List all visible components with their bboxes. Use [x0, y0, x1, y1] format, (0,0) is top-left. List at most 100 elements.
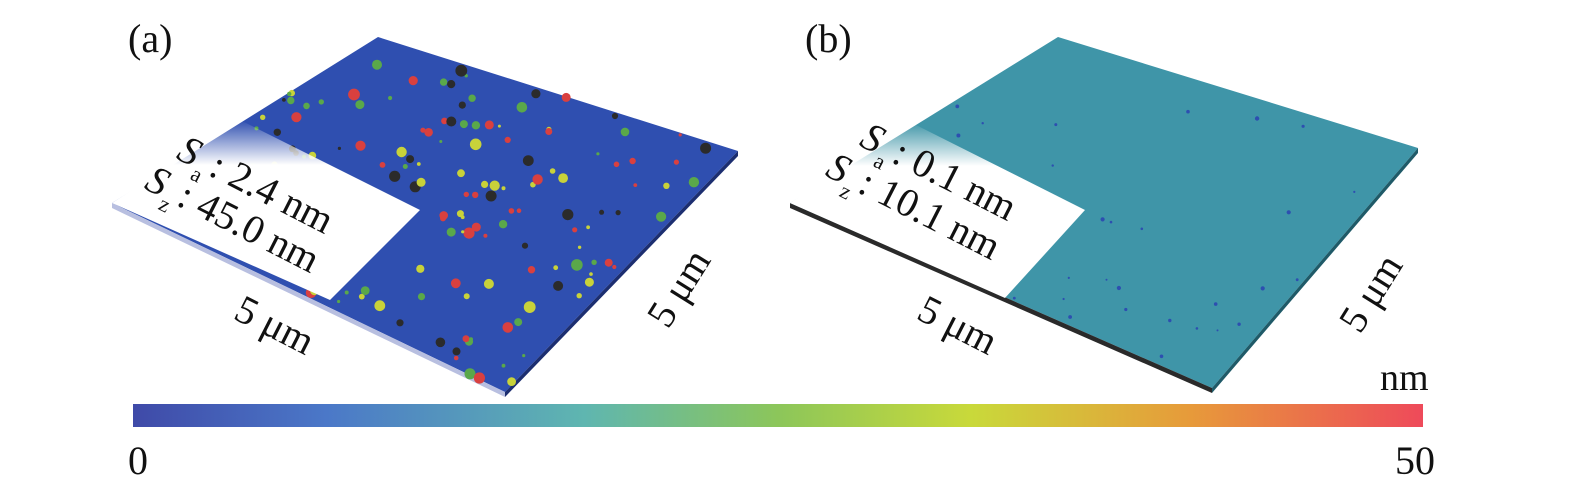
- panel-a-particle: [464, 368, 476, 380]
- panel-a-particle: [463, 293, 470, 300]
- panel-a-particle: [516, 208, 522, 213]
- panel-b-edge-right: [1212, 148, 1418, 393]
- panel-a-particle: [416, 162, 421, 166]
- panel-a-particle: [396, 146, 407, 158]
- panel-a-particle: [439, 78, 448, 86]
- panel-a-particle: [463, 191, 469, 198]
- panel-a-particle: [287, 91, 292, 97]
- panel-a-particle: [501, 186, 506, 191]
- panel-a-particle: [461, 230, 465, 234]
- panel-a-particle: [424, 128, 433, 137]
- panel-a-particle: [516, 102, 528, 113]
- panel-a-particle: [441, 117, 448, 125]
- panel-a-particle: [596, 152, 600, 156]
- panel-a-particle: [337, 146, 341, 150]
- panel-a-particle: [678, 133, 682, 137]
- panel-a-particle: [468, 94, 476, 102]
- panel-a-particle: [663, 182, 670, 189]
- panel-a-particle: [522, 155, 534, 167]
- panel-a-particle: [571, 259, 583, 271]
- panel-a-particle: [452, 347, 461, 356]
- panel-a-particle: [355, 100, 365, 110]
- panel-b-particle: [1124, 307, 1128, 312]
- panel-a-particle: [337, 299, 341, 304]
- panel-a-particle: [531, 89, 541, 99]
- panel-a-particle: [458, 101, 466, 109]
- panel-a-particle: [507, 377, 516, 386]
- panel-a-edge-right: [505, 151, 738, 397]
- panel-b-particle: [1116, 285, 1121, 291]
- panel-a-edge: [112, 203, 505, 397]
- panel-a-particle: [561, 92, 571, 102]
- panel-b-particle: [1012, 296, 1016, 300]
- panel-b-particle: [1100, 217, 1105, 222]
- panel-a-particle: [508, 208, 515, 214]
- panel-a-particle: [355, 140, 366, 151]
- panel-b-particle: [956, 133, 961, 138]
- panel-a-particle: [673, 159, 680, 165]
- panel-a-particle: [688, 177, 700, 188]
- panel-a-particle: [613, 161, 620, 168]
- panel-b-particle: [1109, 220, 1113, 224]
- panel-a-particle: [416, 264, 425, 273]
- panel-a-particle: [420, 127, 426, 133]
- panel-a-particle: [700, 142, 712, 154]
- panel-a-surface: [112, 37, 738, 392]
- panel-a-particle: [629, 157, 636, 165]
- panel-a-particle: [260, 114, 266, 121]
- panel-b-particle: [1216, 329, 1219, 332]
- panel-b-particle: [955, 104, 960, 109]
- panel-a-particle: [469, 138, 482, 151]
- panel-a-particle: [372, 59, 382, 70]
- panel-a-particle: [473, 372, 485, 384]
- panel-b: (b) S a : 0.1 nm S z : 10.1 nm 5 μm 5 μm: [790, 16, 1418, 393]
- panel-b-label: (b): [805, 16, 852, 61]
- panel-b-particle: [1213, 302, 1218, 306]
- panel-b-label-backdrop: [790, 122, 1085, 298]
- panel-a-particle: [447, 80, 456, 89]
- panel-a-particle: [287, 96, 295, 105]
- panel-b-edge: [790, 203, 1212, 393]
- panel-a-particle: [612, 264, 617, 270]
- panel-b-particle: [1237, 322, 1241, 326]
- panel-a-particle: [273, 128, 281, 136]
- panel-a-particle: [483, 233, 488, 238]
- panel-a-particle: [455, 64, 468, 77]
- panel-a-particle: [611, 112, 619, 120]
- panel-a-particle: [282, 98, 286, 102]
- panel-a-particle: [577, 245, 582, 249]
- panel-a-particle: [489, 180, 500, 191]
- panel-a-particle: [484, 120, 494, 130]
- panel-a-particle: [344, 290, 349, 295]
- panel-a-particle: [545, 128, 553, 135]
- colorbar-min-label: 0: [128, 438, 148, 483]
- panel-a-particle: [457, 169, 465, 178]
- panel-b-particle: [1286, 210, 1291, 215]
- panel-a: (a) S a : 2.4 nm S z : 45.0 nm 5 μm 5 μm: [112, 16, 738, 397]
- panel-b-particles: [955, 104, 1356, 359]
- panel-a-particle: [374, 300, 386, 312]
- panel-a-particle: [358, 293, 365, 300]
- panel-a-particle: [522, 354, 526, 358]
- panel-b-particle: [1067, 276, 1070, 279]
- panel-a-particle: [303, 102, 310, 110]
- panel-a-particle: [584, 277, 594, 287]
- panel-a-particle: [450, 278, 461, 289]
- panel-a-particle: [388, 95, 393, 101]
- panel-a-particle: [481, 180, 489, 188]
- panel-a-particle: [633, 183, 638, 188]
- panel-b-particle: [1353, 190, 1356, 193]
- panel-b-particle: [1051, 164, 1054, 167]
- colorbar-unit: nm: [1380, 357, 1429, 399]
- panel-a-label-backdrop: [112, 120, 420, 300]
- panel-a-particle: [396, 319, 404, 327]
- panel-a-particle: [620, 127, 630, 137]
- panel-a-particle: [558, 173, 568, 184]
- panel-b-surface: [790, 37, 1418, 388]
- colorbar-max-label: 50: [1395, 438, 1435, 483]
- panel-b-particle: [1068, 315, 1072, 319]
- panel-b-particle: [1140, 227, 1144, 231]
- panel-a-particle: [604, 258, 613, 267]
- colorbar: nm 0 50: [128, 357, 1435, 483]
- panel-a-particle: [459, 120, 468, 129]
